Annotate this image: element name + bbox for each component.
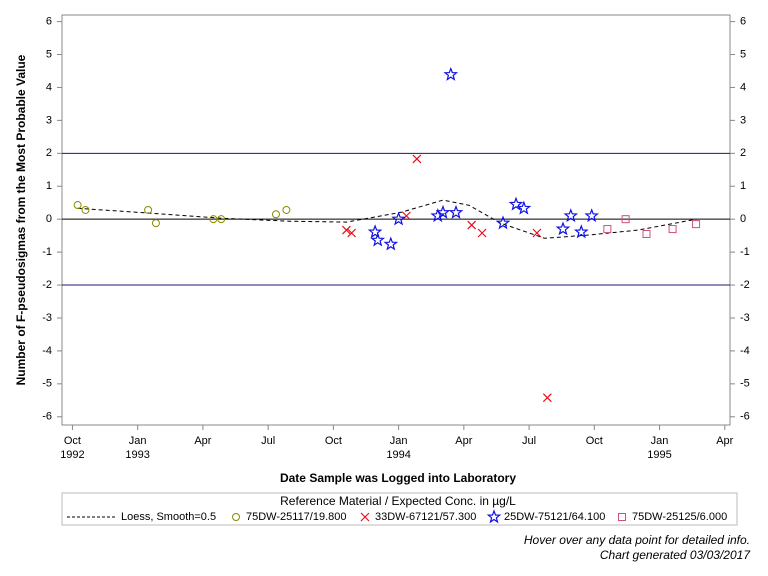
- y2-tick-label: 4: [740, 81, 746, 93]
- x-tick-label: Oct: [64, 435, 81, 447]
- y-tick-label: 1: [46, 180, 52, 192]
- footnote: Chart generated 03/03/2017: [600, 548, 751, 562]
- legend-label: 75DW-25125/6.000: [632, 511, 727, 523]
- x-tick-label: Jul: [522, 435, 536, 447]
- point[interactable]: [217, 215, 226, 224]
- point[interactable]: [477, 228, 487, 238]
- point[interactable]: [542, 393, 552, 403]
- x-axis-label: Date Sample was Logged into Laboratory: [280, 471, 516, 485]
- point[interactable]: [402, 211, 411, 221]
- point[interactable]: [367, 224, 383, 239]
- point[interactable]: [642, 229, 651, 238]
- point[interactable]: [144, 205, 153, 214]
- plot-frame: [61, 14, 731, 426]
- y2-tick-label: -3: [740, 312, 750, 324]
- point[interactable]: [347, 228, 357, 238]
- point[interactable]: [668, 225, 677, 234]
- x-tick-label: Oct: [586, 435, 603, 447]
- point[interactable]: [467, 220, 477, 230]
- point[interactable]: [603, 225, 612, 234]
- point[interactable]: [151, 219, 160, 228]
- y-tick-label: 0: [46, 213, 52, 225]
- point[interactable]: [341, 225, 351, 235]
- point[interactable]: [412, 154, 422, 164]
- point[interactable]: [383, 236, 399, 251]
- y-tick-label: 6: [46, 15, 52, 27]
- x-tick-label: Jan: [129, 435, 147, 447]
- y-tick-label: 5: [46, 48, 52, 60]
- point[interactable]: [563, 208, 579, 223]
- y2-tick-label: 1: [740, 180, 746, 192]
- legend-label: 75DW-25117/19.800: [246, 511, 347, 523]
- x-tick-sublabel: 1993: [125, 449, 149, 461]
- y2-tick-label: -5: [740, 378, 750, 390]
- point[interactable]: [508, 196, 524, 211]
- y-tick-label: 2: [46, 147, 52, 159]
- legend-label: 25DW-75121/64.100: [504, 511, 605, 523]
- point[interactable]: [621, 215, 630, 224]
- point[interactable]: [516, 200, 532, 215]
- y2-tick-label: -4: [740, 345, 750, 357]
- legend-symbol: [618, 513, 626, 521]
- y-tick-label: -2: [42, 279, 52, 291]
- legend-symbol: [486, 509, 502, 524]
- point[interactable]: [573, 224, 589, 239]
- point[interactable]: [495, 215, 511, 230]
- point[interactable]: [584, 208, 599, 223]
- legend-frame: [61, 492, 738, 526]
- point[interactable]: [271, 210, 280, 219]
- x-tick-sublabel: 1994: [386, 449, 410, 461]
- x-tick-label: Oct: [325, 435, 342, 447]
- point[interactable]: [391, 211, 406, 226]
- footnote: Hover over any data point for detailed i…: [524, 533, 750, 547]
- point[interactable]: [81, 205, 90, 214]
- y2-tick-label: 5: [740, 48, 746, 60]
- legend-label: 33DW-67121/57.300: [375, 511, 476, 523]
- point[interactable]: [692, 220, 701, 229]
- y-tick-label: -6: [42, 411, 52, 423]
- point[interactable]: [443, 66, 459, 81]
- y2-tick-label: 0: [740, 213, 746, 225]
- legend-symbol: [360, 512, 370, 522]
- y2-tick-label: 6: [740, 15, 746, 27]
- point[interactable]: [435, 204, 451, 219]
- legend-label: Loess, Smooth=0.5: [121, 511, 216, 523]
- y2-tick-label: 2: [740, 147, 746, 159]
- x-tick-label: Apr: [716, 435, 733, 447]
- y2-tick-label: 3: [740, 114, 746, 126]
- y-tick-label: 3: [46, 114, 52, 126]
- y2-tick-label: -1: [740, 246, 750, 258]
- y-tick-label: 4: [46, 81, 52, 93]
- point[interactable]: [73, 201, 82, 210]
- y-tick-label: -1: [42, 246, 52, 258]
- point[interactable]: [430, 208, 446, 223]
- y-tick-label: -5: [42, 378, 52, 390]
- x-tick-label: Jan: [651, 435, 669, 447]
- x-tick-sublabel: 1992: [60, 449, 84, 461]
- y-tick-label: -4: [42, 345, 52, 357]
- legend-title: Reference Material / Expected Conc. in µ…: [280, 494, 516, 508]
- y-tick-label: -3: [42, 312, 52, 324]
- legend-symbol: [232, 513, 240, 521]
- point[interactable]: [282, 205, 291, 214]
- x-tick-label: Apr: [194, 435, 211, 447]
- loess-curve: [77, 199, 697, 239]
- point[interactable]: [448, 204, 464, 219]
- point[interactable]: [209, 215, 218, 224]
- y2-tick-label: -6: [740, 411, 750, 423]
- x-tick-label: Jul: [261, 435, 275, 447]
- x-tick-label: Jan: [390, 435, 408, 447]
- x-tick-sublabel: 1995: [647, 449, 671, 461]
- point[interactable]: [370, 232, 386, 247]
- point[interactable]: [555, 221, 571, 236]
- point[interactable]: [532, 228, 542, 238]
- x-tick-label: Apr: [455, 435, 472, 447]
- y2-tick-label: -2: [740, 279, 750, 291]
- y-axis-label: Number of F-pseudosigmas from the Most P…: [14, 54, 28, 385]
